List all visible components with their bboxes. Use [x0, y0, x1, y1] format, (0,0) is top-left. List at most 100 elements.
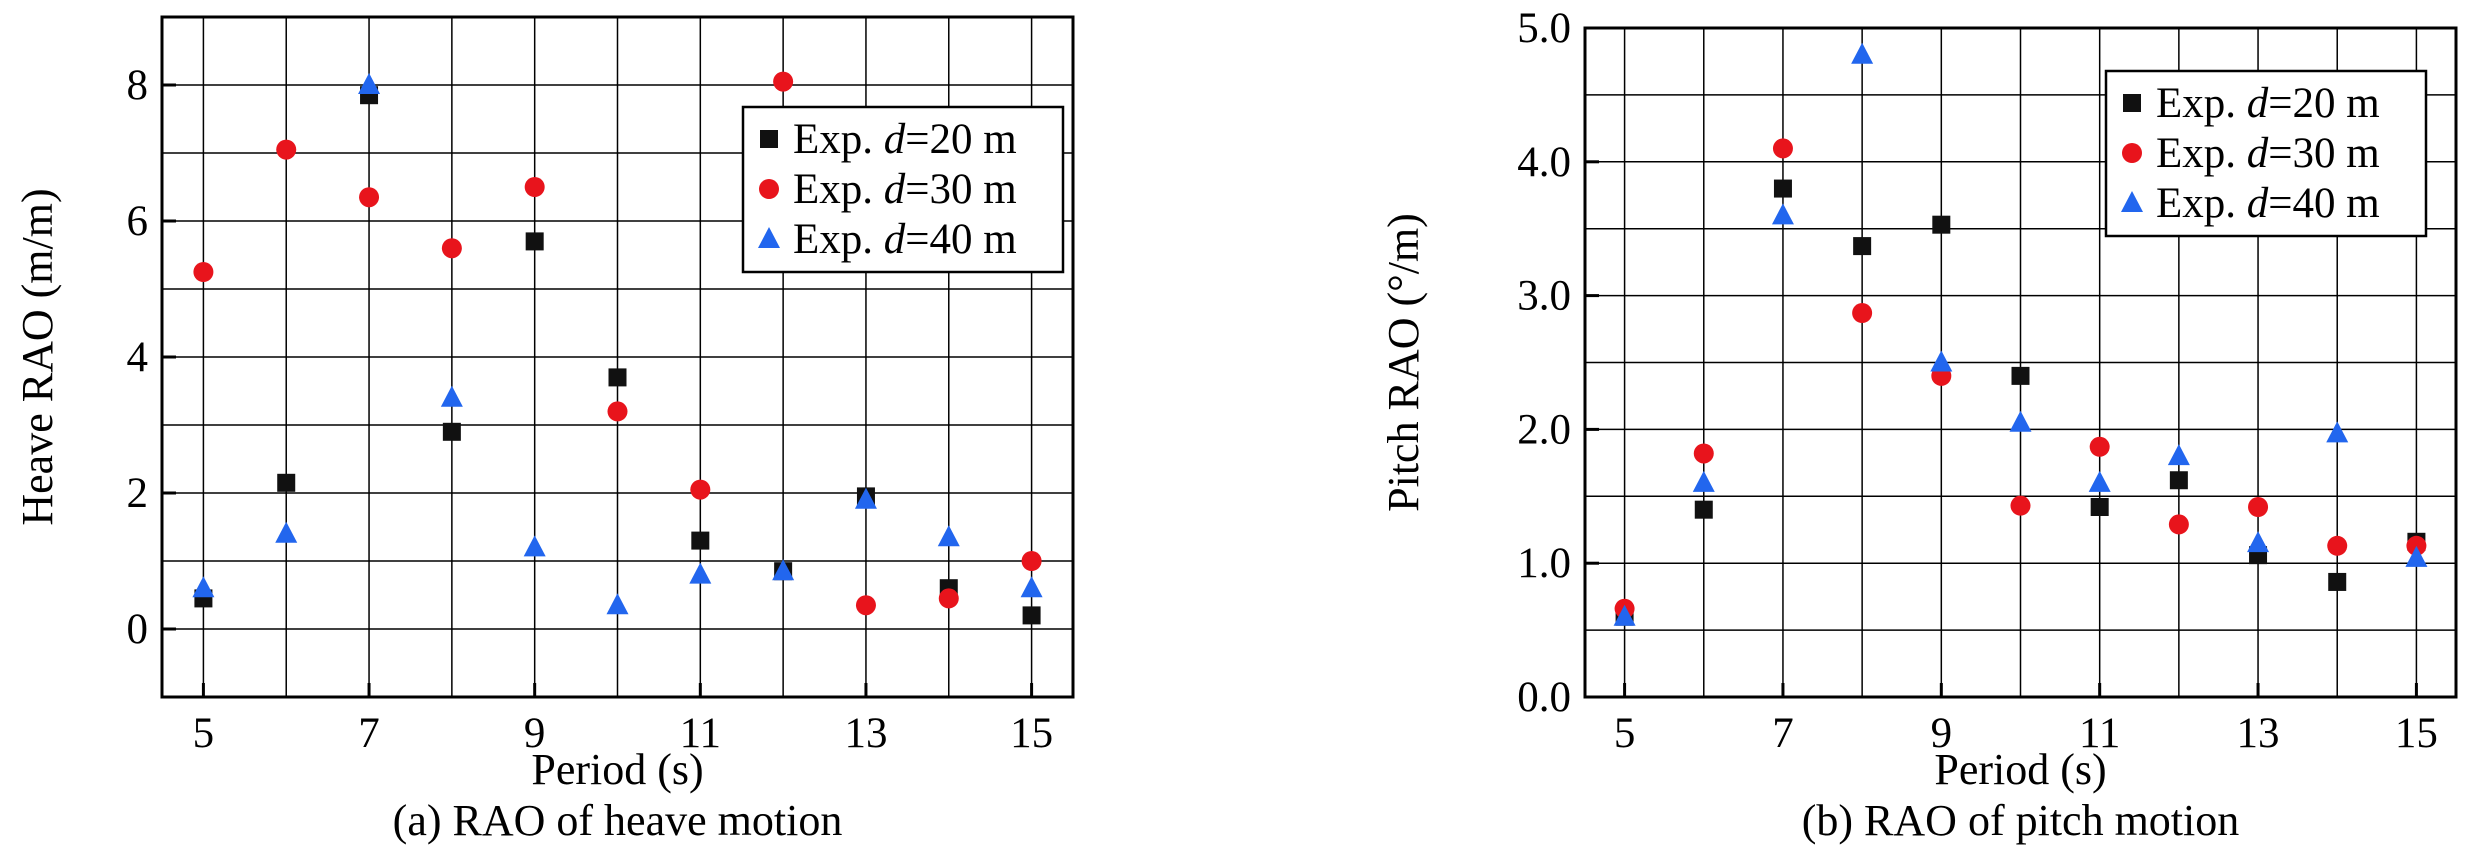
y-axis-label: Pitch RAO (°/m) [1379, 213, 1428, 512]
data-point [523, 535, 546, 557]
x-tick-label: 11 [2079, 710, 2120, 757]
y-tick-label: 4.0 [1517, 139, 1571, 186]
data-point [2248, 497, 2269, 518]
legend-label: Exp. d=40 m [2156, 180, 2380, 227]
y-tick-label: 0 [127, 606, 149, 653]
data-point [690, 479, 711, 500]
y-tick-label: 3.0 [1517, 273, 1571, 320]
data-point [1694, 500, 1713, 519]
legend-label: Exp. d=20 m [2156, 80, 2380, 127]
data-point [2090, 498, 2109, 517]
data-point [689, 562, 712, 584]
data-point [2011, 366, 2030, 385]
data-point [772, 559, 795, 581]
panel-heave: 5 7 9 11 13 15 0 2 4 6 8 Period (s) Heave RAO (m/m) (… [13, 15, 1075, 845]
data-point [2328, 572, 2347, 591]
data-point [937, 525, 960, 547]
series-circle [193, 71, 1042, 616]
x-tick-label: 5 [1614, 710, 1636, 757]
legend-label: Exp. d=30 m [2156, 130, 2380, 177]
data-point [2169, 471, 2188, 490]
data-point [606, 593, 629, 615]
data-point [2009, 410, 2032, 432]
plot-frame [1583, 26, 2458, 699]
y-tick-label: 6 [127, 198, 149, 245]
data-point [1021, 551, 1042, 571]
x-tick-label: 15 [1010, 710, 1053, 757]
data-point [2326, 421, 2349, 443]
data-point [1930, 350, 1953, 372]
series-triangle [192, 73, 1043, 615]
x-tick-label: 9 [1931, 710, 1953, 757]
series-circle [1614, 138, 2427, 619]
data-point [525, 232, 544, 251]
y-tick-label: 4 [127, 334, 149, 381]
data-point [441, 238, 462, 259]
data-point [277, 473, 296, 492]
data-point [524, 177, 545, 197]
data-point [691, 531, 710, 550]
data-point [1852, 302, 1873, 323]
data-point [773, 71, 794, 92]
legend-label: Exp. d=30 m [793, 166, 1017, 213]
data-point [358, 73, 381, 94]
legend-marker [2121, 191, 2143, 212]
data-point [2168, 514, 2189, 535]
data-point [193, 262, 214, 282]
data-point [1771, 203, 1794, 225]
legend-marker [759, 179, 779, 199]
x-axis-label: Period (s) [1934, 745, 2106, 794]
data-point [854, 487, 877, 509]
data-point [2167, 444, 2190, 466]
y-tick-label: 2 [127, 470, 149, 517]
x-tick-label: 7 [358, 710, 380, 757]
panel-pitch: 5 7 9 11 13 15 0.0 1.0 2.0 3.0 4.0 5.0 Period (s) Pit… [1379, 5, 2458, 845]
x-tick-label: 7 [1772, 710, 1794, 757]
data-point [2406, 535, 2427, 556]
y-tick-label: 2.0 [1517, 406, 1571, 453]
x-tick-label: 13 [844, 710, 887, 757]
x-tick-label: 5 [193, 710, 215, 757]
data-point [607, 401, 628, 422]
legend-marker [760, 130, 778, 148]
y-axis-label: Heave RAO (m/m) [13, 188, 62, 525]
x-tick-label: 9 [524, 710, 546, 757]
panel-caption: (a) RAO of heave motion [393, 796, 843, 845]
panel-caption: (b) RAO of pitch motion [1802, 796, 2240, 845]
x-tick-label: 11 [680, 710, 721, 757]
data-point [1693, 443, 1714, 464]
data-point [1692, 470, 1715, 492]
x-tick-label: 13 [2237, 710, 2280, 757]
data-point [1613, 604, 1636, 626]
data-point [1772, 138, 1793, 159]
legend-marker [2123, 94, 2141, 112]
data-point [440, 385, 463, 407]
legend-box [2104, 69, 2428, 238]
y-tick-label: 5.0 [1517, 5, 1571, 52]
data-point [2405, 545, 2428, 567]
data-point [855, 595, 876, 616]
data-point [359, 187, 380, 208]
data-point [1022, 606, 1041, 625]
data-point [1932, 215, 1951, 234]
x-tick-label: 15 [2395, 710, 2438, 757]
data-point [1773, 179, 1792, 198]
data-point [938, 588, 959, 609]
x-axis-label: Period (s) [531, 745, 703, 794]
data-point [2010, 495, 2031, 516]
y-tick-label: 1.0 [1517, 540, 1571, 587]
data-point [442, 422, 461, 441]
legend-marker [2122, 143, 2142, 163]
y-tick-label: 8 [127, 62, 149, 109]
data-point [192, 576, 215, 598]
data-point [1853, 237, 1872, 256]
legend-marker [758, 227, 780, 248]
data-point [608, 368, 627, 387]
series-square [194, 86, 1041, 625]
data-point [275, 521, 298, 543]
data-point [2247, 531, 2270, 553]
y-tick-label: 0.0 [1517, 674, 1571, 721]
data-point [1020, 576, 1043, 598]
